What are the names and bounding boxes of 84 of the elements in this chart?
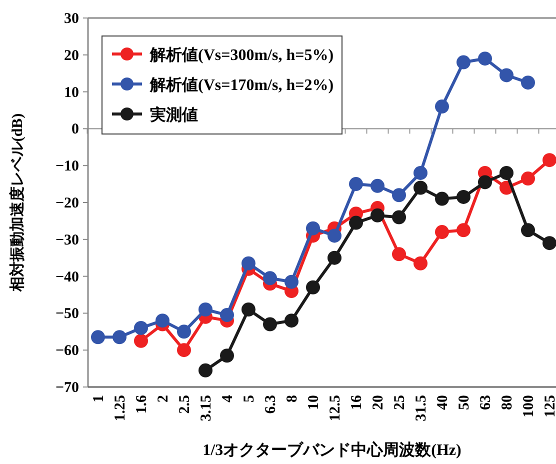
- point: [500, 68, 514, 82]
- point: [414, 256, 428, 270]
- point: [370, 178, 384, 193]
- point: [542, 153, 556, 168]
- y-tick-label: −10: [55, 158, 79, 175]
- point: [456, 223, 470, 238]
- x-tick-label: 8: [284, 395, 300, 402]
- point: [134, 320, 148, 335]
- point: [220, 308, 234, 322]
- y-tick-label: −50: [55, 306, 79, 322]
- point: [435, 100, 449, 114]
- y-tick-label: 30: [64, 11, 79, 27]
- point: [242, 256, 256, 270]
- x-tick-label: 3.15: [198, 395, 214, 422]
- x-tick-label: 40: [435, 395, 451, 410]
- x-tick-label: 125: [542, 395, 556, 418]
- point: [456, 190, 470, 204]
- x-tick-label: 80: [500, 395, 516, 410]
- x-tick-label: 1.6: [134, 394, 150, 414]
- point: [328, 228, 342, 243]
- point: [328, 250, 342, 265]
- point: [370, 208, 384, 222]
- x-tick-label: 6.3: [263, 395, 279, 414]
- point: [220, 348, 234, 363]
- y-tick-label: 0: [72, 122, 79, 138]
- point: [306, 280, 320, 294]
- y-tick-label: −30: [55, 232, 79, 248]
- x-tick-label: 25: [392, 395, 408, 410]
- x-tick-label: 50: [456, 395, 472, 410]
- point: [198, 302, 212, 317]
- y-tick-label: −40: [55, 269, 79, 286]
- x-axis-title: 1/3オクターブバンド中心周波数(Hz): [202, 440, 462, 459]
- point: [306, 221, 320, 236]
- point: [392, 247, 406, 262]
- point: [284, 314, 298, 328]
- point: [542, 236, 556, 250]
- point: [414, 180, 428, 195]
- point: [414, 166, 428, 180]
- point: [263, 317, 277, 332]
- point: [435, 225, 449, 240]
- point: [284, 274, 298, 289]
- x-tick-label: 2.5: [177, 395, 193, 414]
- point: [134, 334, 148, 348]
- x-tick-label: 100: [521, 395, 537, 418]
- point: [478, 175, 492, 190]
- y-tick-label: 10: [64, 84, 79, 101]
- x-tick-label: 10: [306, 395, 322, 410]
- point: [349, 216, 363, 230]
- point: [263, 271, 277, 286]
- point: [91, 330, 105, 344]
- point: [521, 172, 535, 186]
- point: [198, 363, 212, 378]
- point: [242, 302, 256, 317]
- point: [478, 52, 492, 66]
- x-tick-label: 2: [156, 395, 172, 402]
- point: [156, 314, 170, 328]
- y-tick-label: −60: [55, 343, 79, 360]
- point: [521, 223, 535, 238]
- point: [521, 76, 535, 90]
- point: [112, 330, 126, 344]
- y-tick-label: −20: [55, 196, 79, 212]
- x-tick-label: 20: [370, 395, 386, 410]
- x-tick-label: 16: [349, 394, 365, 410]
- x-tick-label: 4: [220, 394, 236, 402]
- x-tick-label: 31.5: [414, 395, 430, 422]
- x-tick-label: 1: [91, 395, 107, 402]
- y-tick-label: 20: [64, 48, 79, 64]
- point: [456, 55, 470, 70]
- x-tick-label: 63: [478, 395, 494, 410]
- x-tick-label: 5: [242, 395, 258, 402]
- x-tick-label: 1.25: [112, 395, 128, 422]
- point: [349, 177, 363, 192]
- point: [392, 188, 406, 202]
- point: [177, 324, 191, 339]
- point: [435, 192, 449, 206]
- legend-label: 解析値(Vs=300m/s, h=5%): [149, 46, 334, 64]
- legend-label: 解析値(Vs=170m/s, h=2%): [149, 76, 334, 94]
- legend-label: 実測値: [149, 105, 198, 124]
- y-axis-title: 相対振動加速度レベル(dB): [8, 113, 26, 293]
- x-tick-label: 12.5: [328, 395, 344, 422]
- point: [500, 166, 514, 180]
- y-tick-label: −70: [55, 380, 79, 396]
- point: [392, 210, 406, 224]
- point: [177, 343, 191, 358]
